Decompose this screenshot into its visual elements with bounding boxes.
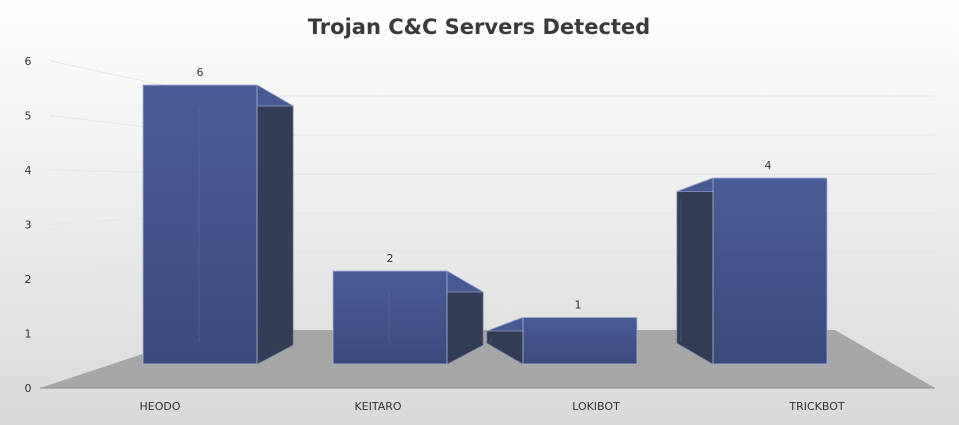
data-label: 2 [387, 252, 394, 265]
bar-side-face [256, 84, 294, 365]
y-tick-label: 4 [25, 164, 32, 177]
bar-front-face [522, 317, 638, 365]
x-tick-label: KEITARO [354, 400, 401, 413]
bar-front-face [332, 270, 448, 365]
bar-lokibot [486, 316, 638, 365]
data-label: 4 [765, 159, 772, 172]
y-tick-label: 6 [25, 55, 32, 68]
bar-front-face [142, 84, 258, 365]
y-tick-label: 5 [25, 110, 32, 123]
bar-heodo [141, 84, 295, 365]
x-tick-label: TRICKBOT [788, 400, 845, 413]
data-label: 1 [575, 299, 582, 312]
x-tick-label: HEODO [139, 400, 180, 413]
bar-side-face [676, 177, 714, 365]
bar-keitaro [331, 270, 485, 365]
chart-title: Trojan C&C Servers Detected [308, 15, 650, 39]
bar-front-face [712, 177, 828, 365]
bar-trickbot [676, 177, 828, 365]
y-tick-label: 3 [25, 219, 32, 232]
y-tick-label: 1 [25, 328, 32, 341]
y-tick-label: 0 [25, 382, 32, 395]
data-label: 6 [197, 66, 204, 79]
x-tick-label: LOKIBOT [572, 400, 620, 413]
y-tick-label: 2 [25, 273, 32, 286]
